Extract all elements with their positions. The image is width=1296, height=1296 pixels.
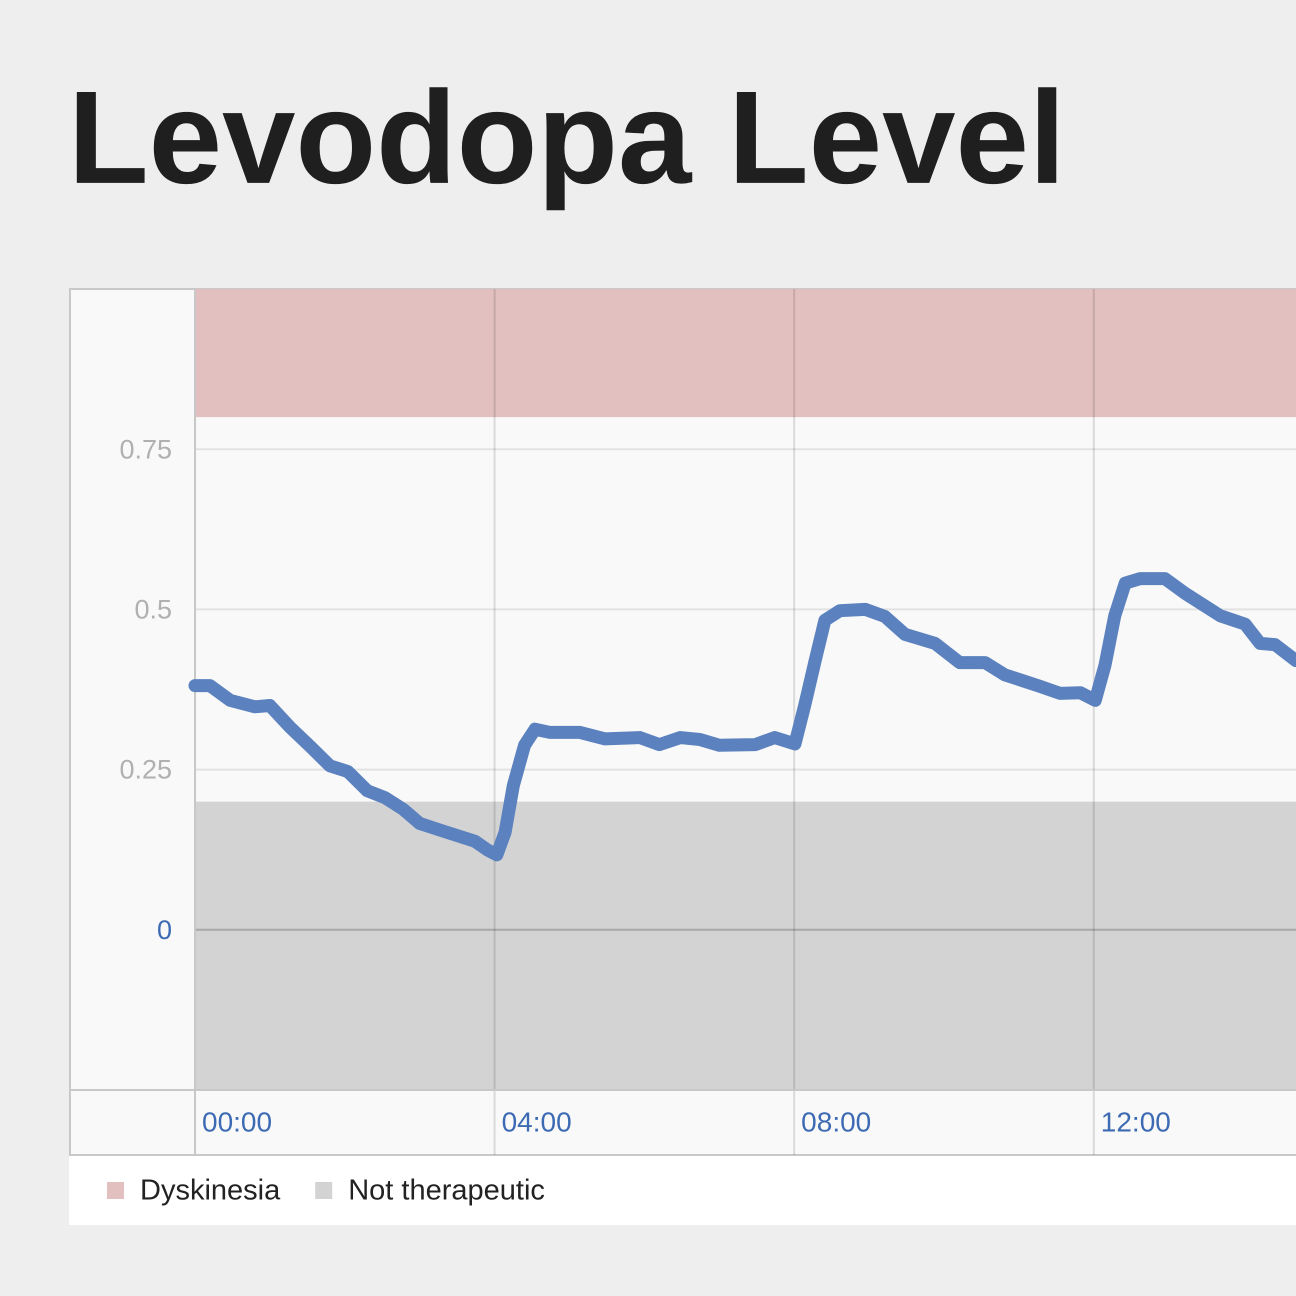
data-line [188,572,1296,862]
y-tick-label: 0.5 [134,595,172,625]
y-tick-label: 0 [157,915,172,945]
x-tick-label: 12:00 [1101,1106,1171,1137]
band [195,289,1296,418]
y-tick-label: 0.75 [119,434,172,464]
y-tick-label: 0.25 [119,755,172,785]
x-tick-label: 08:00 [801,1106,871,1137]
chart-title: Levodopa Level [68,64,1066,211]
legend-swatch [315,1182,333,1199]
legend-label: Dyskinesia [140,1175,281,1207]
legend-panel [69,1156,1296,1225]
band [195,801,1296,1090]
x-tick-label: 00:00 [202,1106,272,1137]
x-tick-label: 04:00 [502,1106,572,1137]
legend-label: Not therapeutic [348,1175,545,1207]
legend-swatch [107,1182,124,1199]
